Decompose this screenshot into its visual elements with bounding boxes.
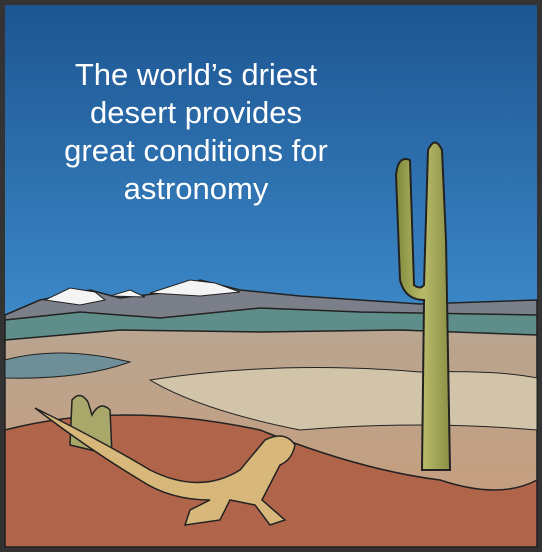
caption-line: great conditions for — [64, 133, 328, 168]
caption-line: astronomy — [124, 171, 269, 206]
illustration: The world’s driest desert provides great… — [0, 0, 542, 552]
caption-line: desert provides — [90, 95, 302, 130]
caption-line: The world’s driest — [75, 57, 318, 92]
